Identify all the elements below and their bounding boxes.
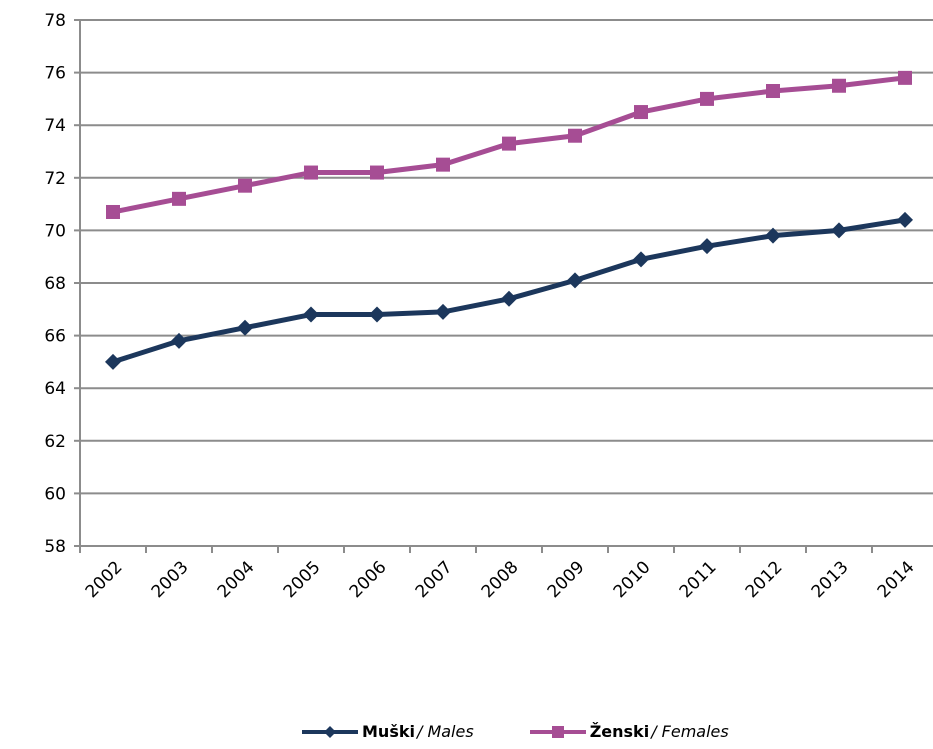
data-point xyxy=(172,191,186,206)
data-point xyxy=(765,227,781,244)
data-point xyxy=(238,178,252,193)
y-tick-label: 74 xyxy=(44,116,66,136)
data-point xyxy=(567,272,583,289)
data-point xyxy=(832,78,846,93)
y-tick-label: 66 xyxy=(44,327,66,347)
data-point xyxy=(633,251,649,268)
x-tick-label: 2003 xyxy=(148,557,193,602)
data-point xyxy=(304,165,318,180)
legend-label-females-italic: / Females xyxy=(651,722,729,741)
data-point xyxy=(237,319,253,336)
data-point xyxy=(105,353,121,370)
y-tick-label: 70 xyxy=(44,221,66,241)
data-point xyxy=(369,306,385,323)
data-point xyxy=(897,211,913,228)
y-tick-label: 58 xyxy=(44,537,66,557)
x-tick-label: 2012 xyxy=(742,557,787,602)
x-tick-label: 2005 xyxy=(280,557,325,602)
y-tick-label: 72 xyxy=(44,169,66,189)
x-tick-label: 2002 xyxy=(82,557,127,602)
y-tick-label: 62 xyxy=(44,432,66,452)
legend-label-females-bold: Ženski xyxy=(589,722,650,741)
data-point xyxy=(436,157,450,172)
data-point xyxy=(303,306,319,323)
x-axis-ticks: 2002 2003 2004 2005 2006 2007 2008 2009 2010 2011… xyxy=(82,557,919,602)
data-point xyxy=(634,105,648,120)
data-point xyxy=(106,204,120,219)
data-point xyxy=(831,222,847,239)
data-point xyxy=(501,290,517,307)
x-tick-label: 2004 xyxy=(214,557,259,602)
y-tick-label: 68 xyxy=(44,274,66,294)
data-point xyxy=(568,128,582,143)
y-axis-ticks: 58 60 62 64 66 68 70 72 74 76 78 xyxy=(44,11,66,557)
x-tick-label: 2014 xyxy=(874,557,919,602)
series-lines xyxy=(105,70,913,370)
legend-label-males-italic: / Males xyxy=(416,722,474,741)
x-tick-label: 2011 xyxy=(676,557,721,602)
y-tick-label: 76 xyxy=(44,64,66,84)
legend-item-females: Ženski / Females xyxy=(528,722,729,741)
legend-marker-females xyxy=(529,725,586,738)
x-tick-label: 2007 xyxy=(412,557,457,602)
series-males xyxy=(105,211,913,370)
data-point xyxy=(898,70,912,85)
y-tick-label: 64 xyxy=(44,379,66,399)
legend-label-males-bold: Muški xyxy=(362,722,415,741)
data-point xyxy=(699,238,715,255)
data-point xyxy=(700,91,714,106)
data-point xyxy=(370,165,384,180)
x-tick-label: 2006 xyxy=(346,557,391,602)
data-point xyxy=(171,332,187,349)
y-tick-label: 78 xyxy=(44,11,66,31)
data-point xyxy=(435,303,451,320)
legend: Muški / Males Ženski / Females xyxy=(300,722,729,741)
gridlines xyxy=(80,19,933,495)
legend-item-males: Muški / Males xyxy=(300,722,474,741)
legend-marker-males xyxy=(302,725,358,738)
y-tick-label: 60 xyxy=(44,484,66,504)
axes xyxy=(74,19,933,553)
data-point xyxy=(502,136,516,151)
x-tick-label: 2009 xyxy=(544,557,589,602)
x-tick-label: 2010 xyxy=(610,557,655,602)
data-point xyxy=(766,84,780,99)
series-females xyxy=(106,70,912,219)
x-tick-label: 2008 xyxy=(478,557,523,602)
x-tick-label: 2013 xyxy=(808,557,853,602)
